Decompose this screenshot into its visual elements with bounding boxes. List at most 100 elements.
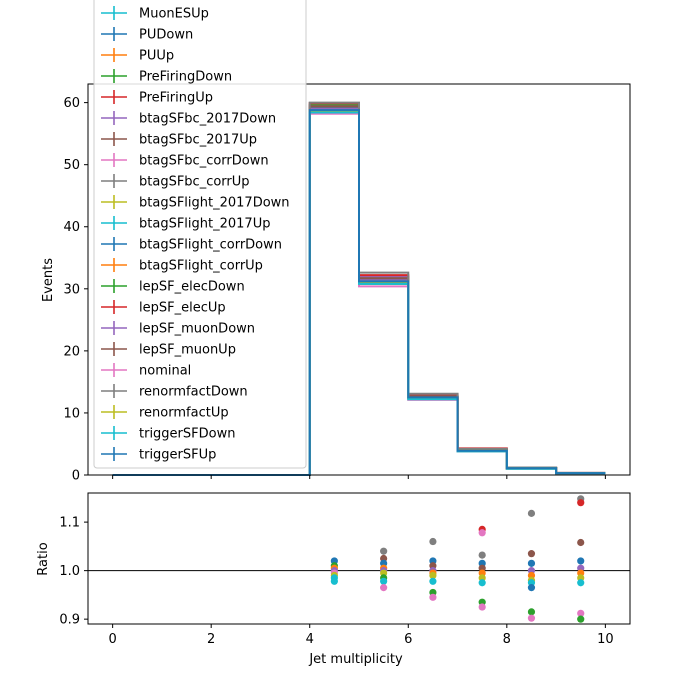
ratio-point bbox=[429, 577, 437, 585]
legend-items: MuonESUp PUDown PUUp PreFiringDown PreFiring… bbox=[101, 6, 290, 463]
ratio-point bbox=[380, 584, 388, 592]
legend-entry: renormfactUp bbox=[101, 405, 229, 421]
legend-label: lepSF_elecDown bbox=[139, 280, 245, 295]
main-y-tick-label: 0 bbox=[72, 469, 80, 484]
legend-entry: btagSFbc_2017Up bbox=[101, 132, 257, 148]
legend-label: PreFiringDown bbox=[139, 70, 232, 85]
legend-label: btagSFlight_corrUp bbox=[139, 259, 263, 274]
ratio-point bbox=[380, 577, 388, 585]
legend-label: btagSFbc_2017Up bbox=[139, 133, 257, 148]
legend-label: triggerSFDown bbox=[139, 427, 235, 442]
legend-label: PUUp bbox=[139, 49, 174, 64]
ratio-plot-frame bbox=[87, 492, 631, 625]
main-y-ticks: 0 10 20 30 40 50 60 bbox=[63, 96, 88, 484]
legend-label: btagSFlight_2017Up bbox=[139, 217, 270, 232]
legend-box bbox=[93, 0, 307, 469]
x-tick-label: 8 bbox=[503, 632, 511, 647]
legend-label: btagSFbc_2017Down bbox=[139, 112, 276, 127]
legend-entry: PreFiringDown bbox=[101, 69, 232, 85]
x-tick-label: 6 bbox=[404, 632, 412, 647]
ratio-y-tick-label: 0.9 bbox=[59, 613, 80, 628]
ratio-point bbox=[527, 608, 536, 616]
main-x-ticks bbox=[112, 475, 606, 479]
ratio-point bbox=[527, 614, 536, 622]
legend-entry: btagSFlight_2017Up bbox=[101, 216, 270, 232]
legend-entry: PUDown bbox=[101, 27, 193, 43]
legend-label: PUDown bbox=[139, 28, 193, 43]
legend-label: btagSFbc_corrDown bbox=[139, 154, 269, 169]
ratio-point bbox=[478, 579, 486, 587]
legend-label: PreFiringUp bbox=[139, 91, 213, 106]
legend-label: btagSFlight_corrDown bbox=[139, 238, 282, 253]
x-axis-label: Jet multiplicity bbox=[308, 652, 403, 667]
legend-entry: MuonESUp bbox=[101, 6, 209, 22]
ratio-plot-panel: 0.9 1.0 1.1 0 2 4 6 8 10 Ratio Jet multiplicity bbox=[36, 492, 631, 667]
ratio-y-tick-label: 1.1 bbox=[59, 516, 80, 531]
ratio-point bbox=[577, 499, 585, 507]
legend-label: nominal bbox=[139, 364, 191, 379]
legend-entry: btagSFbc_2017Down bbox=[101, 111, 276, 127]
legend-entry: triggerSFDown bbox=[101, 426, 235, 442]
main-y-axis-label: Events bbox=[41, 258, 56, 302]
ratio-x-ticks: 0 2 4 6 8 10 bbox=[108, 624, 614, 647]
legend-entry: btagSFbc_corrDown bbox=[101, 153, 269, 169]
ratio-point bbox=[429, 571, 437, 580]
legend-label: lepSF_muonDown bbox=[139, 322, 255, 337]
main-y-tick-label: 20 bbox=[63, 344, 80, 359]
ratio-point bbox=[577, 615, 585, 623]
ratio-point bbox=[527, 509, 536, 517]
main-y-tick-label: 60 bbox=[63, 96, 80, 111]
ratio-y-tick-label: 1.0 bbox=[59, 564, 80, 579]
ratio-point bbox=[429, 537, 437, 546]
ratio-point bbox=[478, 529, 486, 537]
legend-entry: triggerSFUp bbox=[101, 447, 216, 463]
legend-label: btagSFlight_2017Down bbox=[139, 196, 290, 211]
legend-label: renormfactDown bbox=[139, 385, 248, 400]
main-y-tick-label: 50 bbox=[63, 158, 80, 173]
legend-label: btagSFbc_corrUp bbox=[139, 175, 250, 190]
ratio-point bbox=[577, 579, 585, 587]
ratio-point bbox=[380, 547, 388, 555]
legend-entry: PreFiringUp bbox=[101, 90, 213, 106]
x-tick-label: 2 bbox=[207, 632, 215, 647]
legend-entry: nominal bbox=[101, 363, 191, 379]
main-y-tick-label: 40 bbox=[63, 220, 80, 235]
legend-entry: PUUp bbox=[101, 48, 174, 64]
ratio-point bbox=[330, 577, 338, 585]
ratio-point bbox=[527, 584, 536, 592]
legend-label: renormfactUp bbox=[139, 406, 229, 421]
legend-entry: renormfactDown bbox=[101, 384, 248, 400]
legend-entry: btagSFbc_corrUp bbox=[101, 174, 250, 190]
ratio-point bbox=[478, 551, 486, 559]
legend-entry: lepSF_elecDown bbox=[101, 279, 245, 295]
main-y-tick-label: 10 bbox=[63, 406, 80, 421]
main-plot-frame bbox=[87, 83, 631, 476]
ratio-point bbox=[577, 538, 585, 547]
legend-label: lepSF_elecUp bbox=[139, 301, 226, 316]
legend: MuonESUp PUDown PUUp PreFiringDown PreFiring… bbox=[93, 0, 307, 469]
ratio-y-ticks: 0.9 1.0 1.1 bbox=[59, 516, 88, 628]
legend-label: MuonESUp bbox=[139, 7, 209, 22]
ratio-point bbox=[429, 593, 437, 601]
ratio-y-axis-label: Ratio bbox=[36, 542, 51, 575]
main-y-tick-label: 30 bbox=[63, 282, 80, 297]
x-tick-label: 0 bbox=[108, 632, 116, 647]
legend-entry: lepSF_muonUp bbox=[101, 342, 236, 358]
legend-label: triggerSFUp bbox=[139, 448, 216, 463]
legend-entry: btagSFlight_corrDown bbox=[101, 237, 282, 253]
ratio-point bbox=[478, 603, 486, 611]
main-plot-panel: 0 10 20 30 40 50 60 Events bbox=[41, 83, 631, 484]
legend-label: lepSF_muonUp bbox=[139, 343, 236, 358]
ratio-point bbox=[527, 559, 536, 567]
ratio-point bbox=[577, 609, 585, 617]
legend-entry: btagSFlight_2017Down bbox=[101, 195, 290, 211]
ratio-point bbox=[527, 550, 536, 558]
legend-entry: lepSF_elecUp bbox=[101, 300, 226, 316]
x-tick-label: 4 bbox=[306, 632, 314, 647]
legend-entry: btagSFlight_corrUp bbox=[101, 258, 263, 274]
ratio-points-group bbox=[330, 495, 585, 623]
ratio-point bbox=[577, 557, 585, 565]
x-tick-label: 10 bbox=[597, 632, 614, 647]
